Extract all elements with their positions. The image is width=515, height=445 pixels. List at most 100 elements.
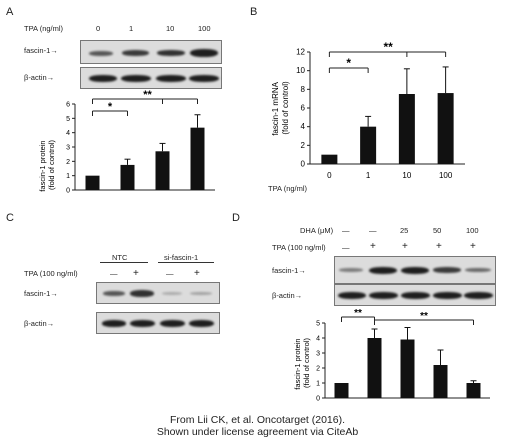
x-tick-label: 10 [402, 171, 411, 180]
bar [321, 154, 338, 164]
y-tick-label: 1 [66, 173, 70, 180]
x-tick-label: 1 [366, 171, 371, 180]
panel-c-ntc-line [100, 262, 148, 263]
y-tick-label: 2 [66, 159, 70, 166]
significance-label: * [108, 101, 113, 113]
bar [466, 383, 481, 398]
panel-d-dha-2: — [369, 226, 377, 235]
panel-c-fascin-blot [96, 282, 220, 304]
significance-label: ** [420, 311, 428, 322]
panel-d-tpa-1: — [342, 243, 350, 252]
blot-band [162, 292, 182, 295]
blot-band [103, 291, 125, 296]
panel-b-letter: B [250, 6, 258, 18]
blot-band [433, 292, 462, 299]
blot-band [102, 320, 126, 327]
panel-d-chart: fascin-1 protein (fold of control) 0 1 2 3 4… [293, 308, 490, 403]
caption-line-2: Shown under license agreement via CiteAb [156, 426, 359, 438]
panel-c-sign-2: + [133, 268, 139, 279]
panel-c-letter: C [6, 212, 14, 224]
panel-a-tpa-0: 0 [96, 24, 101, 33]
panel-a-blot-label-fascin: fascin-1→ [24, 46, 58, 55]
y-tick-label: 0 [301, 160, 306, 169]
y-tick-label: 6 [301, 104, 306, 113]
panel-c-group-ntc: NTC [112, 253, 128, 262]
y-tick-label: 0 [316, 396, 320, 403]
y-tick-label: 3 [66, 145, 70, 152]
significance-label: ** [143, 90, 152, 101]
bar [437, 93, 454, 164]
panel-d-dha-3: 25 [400, 226, 409, 235]
bar [360, 126, 377, 164]
panel-b-ylabel: fascin-1 mRNA (fold of control) [271, 80, 290, 136]
y-tick-label: 1 [316, 381, 320, 388]
panel-c-sign-3: — [166, 269, 174, 278]
panel-d-letter: D [232, 212, 240, 224]
panel-a-blot-label-actin: β-actin→ [24, 73, 55, 82]
panel-d-tpa-4: + [436, 241, 442, 252]
y-tick-label: 4 [316, 336, 320, 343]
panel-d-tpa-2: + [370, 241, 376, 252]
y-tick-label: 4 [66, 130, 70, 137]
y-tick-label: 5 [66, 116, 70, 123]
bar [120, 164, 135, 190]
caption-line-1: From Lii CK, et al. Oncotarget (2016). [169, 414, 346, 426]
y-tick-label: 3 [316, 351, 320, 358]
panel-d-ylabel: fascin-1 protein (fold of control) [293, 336, 311, 389]
blot-band [464, 292, 493, 299]
x-tick-label: 100 [439, 171, 453, 180]
y-tick-label: 5 [316, 321, 320, 328]
panel-a-actin-blot [80, 67, 222, 89]
y-tick-label: 4 [301, 122, 306, 131]
panel-d-tpa-label: TPA (100 ng/ml) [272, 243, 326, 252]
panel-d-dha-label: DHA (μM) [300, 226, 334, 235]
y-tick-label: 12 [296, 48, 305, 57]
bar [190, 127, 205, 190]
significance-label: * [346, 56, 351, 70]
blot-band [465, 268, 491, 272]
panel-d-dha-4: 50 [433, 226, 442, 235]
x-tick-label: 0 [327, 171, 332, 180]
bar [367, 338, 382, 398]
blot-band [339, 268, 363, 272]
blot-band [156, 75, 186, 82]
bar [85, 175, 100, 190]
significance-label: ** [354, 308, 362, 319]
panel-c-tpa-label: TPA (100 ng/ml) [24, 269, 78, 278]
y-tick-label: 0 [66, 188, 70, 195]
panel-d-dha-5: 100 [466, 226, 479, 235]
panel-a-tpa-100: 100 [198, 24, 211, 33]
blot-band [157, 50, 185, 56]
y-tick-label: 2 [301, 141, 306, 150]
panel-d-tpa-5: + [470, 241, 476, 252]
significance-label: ** [383, 40, 393, 54]
blot-band [338, 292, 366, 299]
blot-band [122, 50, 149, 56]
blot-band [190, 292, 212, 295]
panel-c-si-line [158, 262, 214, 263]
y-tick-label: 6 [66, 102, 70, 109]
blot-band [433, 267, 461, 273]
blot-band [369, 292, 398, 299]
blot-band [190, 49, 218, 57]
blot-band [121, 75, 151, 82]
panel-c-actin-blot [96, 312, 220, 334]
blot-band [130, 290, 154, 297]
y-tick-label: 10 [296, 66, 305, 75]
panel-a-fascin-blot [80, 40, 222, 64]
panel-a-tpa-1: 1 [129, 24, 134, 33]
panel-b-xlabel: TPA (ng/ml) [268, 184, 308, 193]
blot-band [160, 320, 185, 327]
blot-band [401, 292, 430, 299]
panel-d-blot-label-fascin: fascin-1→ [272, 266, 306, 275]
bar [400, 339, 415, 398]
y-tick-label: 8 [301, 85, 306, 94]
panel-c-sign-1: — [110, 269, 118, 278]
panel-d-blot-label-actin: β-actin→ [272, 291, 303, 300]
bar [398, 94, 415, 164]
panel-a-tpa-10: 10 [166, 24, 175, 33]
panel-c-group-si: si-fascin-1 [164, 253, 199, 262]
blot-band [401, 267, 429, 274]
panel-a-tpa-label: TPA (ng/ml) [24, 24, 64, 33]
panel-a-chart: fascin-1 protein (fold of control) 0 1 2 3 4… [38, 90, 215, 195]
